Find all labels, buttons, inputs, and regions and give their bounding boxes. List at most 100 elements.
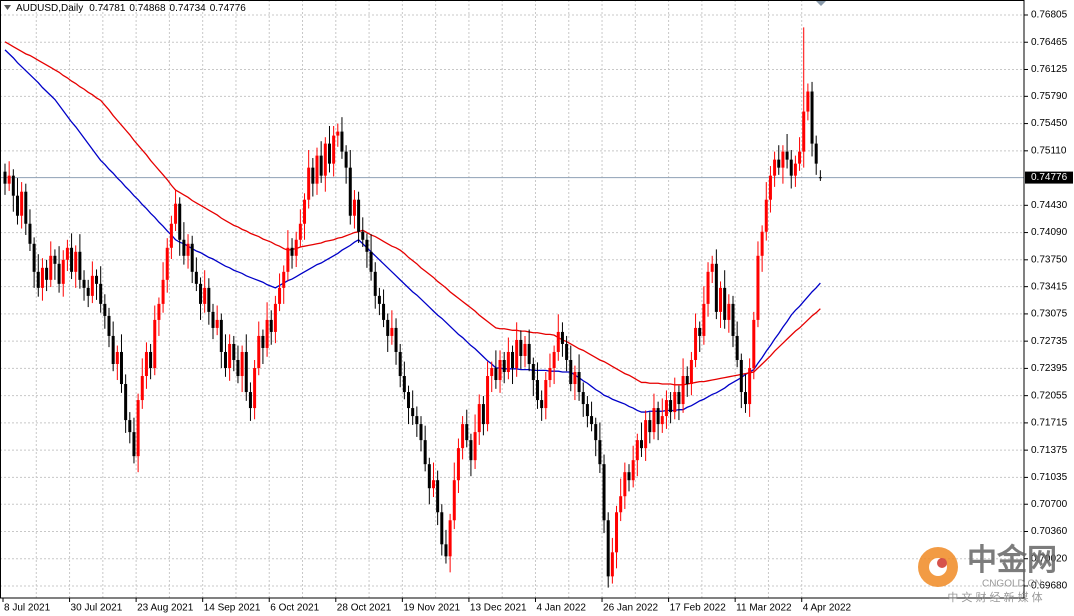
- candle-body: [656, 408, 660, 425]
- candle-body: [581, 392, 585, 405]
- candle-body: [53, 255, 57, 264]
- candle-body: [65, 247, 69, 260]
- candle-body: [49, 255, 53, 280]
- candle-body: [752, 319, 756, 368]
- candle-body: [40, 267, 44, 288]
- candle-body: [70, 247, 74, 272]
- x-tick-label: 17 Feb 2022: [670, 603, 727, 614]
- candle-body: [36, 271, 40, 288]
- candle-body: [698, 327, 702, 336]
- y-tick-label: 0.71375: [1031, 445, 1068, 456]
- x-tick-label: 14 Sep 2021: [204, 603, 261, 614]
- candle-body: [714, 263, 718, 312]
- candle-body: [727, 303, 731, 320]
- x-tick-label: 4 Jan 2022: [536, 603, 586, 614]
- candle-body: [57, 263, 61, 284]
- candle-body: [664, 400, 668, 417]
- candle-body: [190, 243, 194, 272]
- candle-body: [253, 368, 257, 409]
- candle-body: [540, 400, 544, 409]
- candle-body: [128, 420, 132, 433]
- candle-body: [136, 400, 140, 457]
- candle-body: [436, 480, 440, 513]
- y-tick-label: 0.70700: [1031, 499, 1068, 510]
- header-text: AUDUSD,Daily 0.74781 0.74868 0.74734 0.74776: [16, 3, 246, 14]
- y-tick-label: 0.75110: [1031, 145, 1067, 156]
- header-icon: [4, 5, 11, 10]
- candle-body: [119, 351, 123, 385]
- candle-body: [382, 303, 386, 320]
- candle-body: [24, 191, 28, 224]
- candle-body: [261, 335, 265, 348]
- candle-body: [82, 279, 86, 288]
- candle-body: [685, 376, 689, 385]
- tagline: 中 文 财 经 新 媒 体: [947, 590, 1042, 604]
- candle-body: [377, 295, 381, 304]
- candle-body: [228, 343, 232, 368]
- candle-body: [103, 303, 107, 316]
- candle-body: [211, 311, 215, 328]
- candle-body: [565, 343, 569, 360]
- x-tick-label: 6 Oct 2021: [270, 603, 319, 614]
- candle-body: [764, 199, 768, 232]
- candle-body: [182, 239, 186, 256]
- candle-body: [78, 251, 82, 280]
- candle-body: [506, 351, 510, 373]
- candle-body: [265, 319, 269, 348]
- x-tick-label: 26 Jan 2022: [603, 603, 658, 614]
- candle-body: [615, 512, 619, 553]
- candle-body: [548, 368, 552, 381]
- y-tick-label: 0.72055: [1031, 390, 1068, 401]
- candle-body: [86, 287, 90, 296]
- candle-body: [502, 359, 506, 373]
- candle-body: [111, 335, 115, 364]
- y-tick-label: 0.73750: [1031, 254, 1068, 265]
- candle-body: [639, 440, 643, 449]
- candle-body: [20, 191, 24, 216]
- candle-body: [544, 380, 548, 409]
- candle-body: [573, 372, 577, 385]
- candle-body: [594, 424, 598, 441]
- candle-body: [569, 359, 573, 385]
- moving-average-line: [4, 49, 821, 413]
- low-value: 0.74734: [170, 3, 207, 14]
- candle-body: [610, 552, 614, 577]
- candle-body: [673, 392, 677, 413]
- candle-body: [174, 203, 178, 224]
- candle-body: [552, 351, 556, 368]
- y-tick-label: 0.72395: [1031, 363, 1068, 374]
- candle-body: [32, 243, 36, 272]
- shift-marker: [816, 1, 826, 6]
- high-value: 0.74868: [129, 3, 166, 14]
- y-tick-label: 0.73075: [1031, 309, 1068, 320]
- candle-body: [423, 440, 427, 465]
- candle-body: [535, 380, 539, 401]
- x-tick-label: 23 Aug 2021: [137, 603, 194, 614]
- candle-body: [244, 351, 248, 393]
- candle-body: [107, 315, 111, 336]
- watermark: 中金网 CNGOLD.CN 中 文 财 经 新 媒 体: [918, 543, 1057, 604]
- candle-body: [115, 351, 119, 364]
- grid: [0, 0, 1024, 598]
- candle-body: [560, 331, 564, 344]
- candle-body: [149, 351, 153, 368]
- candle-body: [15, 195, 19, 216]
- candle-body: [419, 424, 423, 441]
- candle-body: [223, 351, 227, 368]
- y-tick-label: 0.74090: [1031, 227, 1068, 238]
- candle-body: [124, 384, 128, 421]
- candle-body: [248, 392, 252, 409]
- y-tick-label: 0.75450: [1031, 118, 1068, 129]
- candle-body: [777, 159, 781, 168]
- y-tick-label: 0.72735: [1031, 336, 1068, 347]
- candle-body: [781, 151, 785, 168]
- symbol: AUDUSD,Daily: [16, 3, 83, 14]
- candle-body: [652, 408, 656, 433]
- candle-body: [577, 372, 581, 393]
- candle-body: [369, 251, 373, 272]
- candle-body: [681, 376, 685, 405]
- candle-body: [806, 91, 810, 112]
- y-tick-label: 0.71715: [1031, 418, 1068, 429]
- x-tick-label: 30 Jul 2021: [71, 603, 123, 614]
- candle-body: [723, 287, 727, 320]
